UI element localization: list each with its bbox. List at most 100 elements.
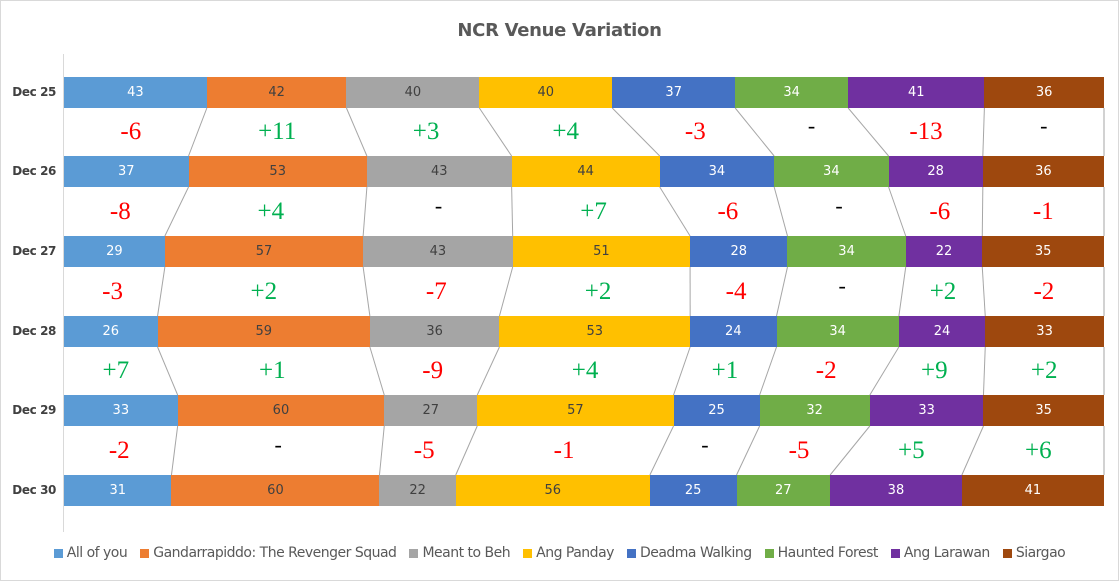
bar-segment[interactable]: 51: [512, 236, 691, 267]
bar-segment[interactable]: 42: [206, 77, 347, 108]
legend-swatch-icon: [1002, 548, 1012, 558]
bar-segment[interactable]: 22: [905, 236, 983, 267]
variation-label: -: [838, 272, 846, 298]
variation-label: -: [434, 192, 443, 218]
bar-segment[interactable]: 34: [774, 156, 889, 187]
legend-label: All of you: [66, 545, 128, 561]
legend-item[interactable]: Haunted Forest: [764, 545, 878, 561]
bar-segment[interactable]: 32: [759, 395, 870, 426]
bar-segment[interactable]: 44: [511, 156, 660, 187]
bar-segment[interactable]: 36: [984, 77, 1104, 108]
legend-swatch-icon: [53, 548, 63, 558]
bar-segment[interactable]: 34: [659, 156, 775, 187]
legend-item[interactable]: Ang Larawan: [890, 545, 990, 561]
bar-segment[interactable]: 34: [735, 77, 849, 108]
bar-segment[interactable]: 41: [848, 77, 985, 108]
variation-label: -9: [422, 357, 444, 384]
bar-row: 37 53 43 44 34 34 28 36: [64, 156, 1104, 187]
bar-segment[interactable]: 40: [346, 77, 480, 108]
category-label: Dec 27: [12, 244, 56, 258]
legend-swatch-icon: [140, 548, 150, 558]
bar-segment[interactable]: 27: [736, 475, 831, 506]
bar-segment[interactable]: 24: [690, 316, 777, 347]
variation-label: -2: [815, 357, 837, 384]
bar-row: 33 60 27 57 25 32 33 35: [64, 395, 1104, 426]
legend: All of you Gandarrapiddo: The Revenger Sq…: [0, 545, 1119, 561]
variation-label: -: [701, 431, 709, 457]
bar-segment[interactable]: 24: [898, 316, 986, 347]
bar-segment[interactable]: 43: [363, 236, 513, 267]
bar-segment[interactable]: 38: [830, 475, 962, 506]
bar-segment[interactable]: 53: [188, 156, 367, 187]
legend-item[interactable]: All of you: [53, 545, 128, 561]
bar-segment[interactable]: 29: [64, 236, 165, 267]
variation-label: -: [1040, 113, 1048, 138]
variation-label: +9: [921, 357, 948, 384]
legend-item[interactable]: Gandarrapiddo: The Revenger Squad: [140, 545, 397, 561]
variation-label: +2: [1030, 357, 1058, 384]
bar-segment[interactable]: 56: [455, 475, 650, 506]
bar-row: 31 60 22 56 25 27 38 41: [64, 475, 1104, 506]
legend-label: Meant to Beh: [422, 545, 511, 561]
bar-segment[interactable]: 60: [177, 395, 385, 426]
bar-segment[interactable]: 43: [366, 156, 512, 187]
bar-segment[interactable]: 37: [64, 156, 189, 187]
legend-item[interactable]: Siargao: [1002, 545, 1066, 561]
bar-segment[interactable]: 22: [379, 475, 456, 506]
variation-label: +7: [102, 357, 130, 384]
bar-segment[interactable]: 25: [673, 395, 760, 426]
bar-segment[interactable]: 34: [787, 236, 906, 267]
bar-segment[interactable]: 53: [499, 316, 691, 347]
variation-label: +2: [250, 277, 278, 305]
variation-label: +5: [898, 436, 925, 464]
bar-segment[interactable]: 57: [477, 395, 674, 426]
variation-label: +11: [258, 118, 297, 145]
bar-segment[interactable]: 31: [64, 475, 172, 506]
category-label: Dec 28: [12, 324, 56, 338]
bar-segment[interactable]: 33: [985, 316, 1104, 347]
variation-label: +4: [257, 197, 285, 225]
legend-swatch-icon: [409, 548, 419, 558]
variation-label: -: [274, 431, 282, 457]
legend-item[interactable]: Meant to Beh: [409, 545, 511, 561]
bar-segment[interactable]: 43: [64, 77, 207, 108]
bar-segment[interactable]: 60: [171, 475, 380, 506]
variation-label: +1: [711, 357, 739, 384]
bar-segment[interactable]: 27: [384, 395, 478, 426]
variation-label: +6: [1025, 436, 1052, 464]
legend-label: Gandarrapiddo: The Revenger Squad: [153, 545, 397, 561]
variation-label: -5: [413, 436, 435, 464]
variation-label: -1: [1032, 197, 1054, 225]
variation-label: -: [807, 113, 816, 138]
variation-label: +3: [412, 118, 440, 145]
legend-item[interactable]: Deadma Walking: [626, 545, 752, 561]
bar-segment[interactable]: 25: [649, 475, 737, 506]
bar-segment[interactable]: 40: [479, 77, 613, 108]
bar-segment[interactable]: 41: [961, 475, 1104, 506]
bar-segment[interactable]: 36: [369, 316, 500, 347]
variation-label: -2: [108, 436, 130, 464]
variation-label: +7: [580, 197, 607, 225]
category-label: Dec 30: [12, 483, 56, 497]
bar-segment[interactable]: 59: [157, 316, 370, 347]
variation-label: -7: [425, 277, 447, 305]
bar-segment[interactable]: 37: [612, 77, 736, 108]
legend-item[interactable]: Ang Panday: [523, 545, 614, 561]
variation-label: -3: [684, 118, 706, 145]
legend-label: Ang Panday: [536, 545, 614, 561]
bar-segment[interactable]: 57: [164, 236, 364, 267]
bar-segment[interactable]: 28: [690, 236, 788, 267]
variation-label: -5: [788, 436, 810, 464]
bar-segment[interactable]: 34: [776, 316, 899, 347]
bar-segment[interactable]: 28: [888, 156, 983, 187]
bar-row: 26 59 36 53 24 34 24 33: [64, 316, 1104, 347]
legend-swatch-icon: [890, 548, 900, 558]
bar-segment[interactable]: 35: [982, 236, 1104, 267]
bar-segment[interactable]: 36: [982, 156, 1104, 187]
bar-segment[interactable]: 33: [869, 395, 984, 426]
bar-segment[interactable]: 26: [64, 316, 158, 347]
variation-label: +1: [259, 357, 286, 384]
category-label: Dec 25: [12, 85, 56, 99]
bar-segment[interactable]: 33: [64, 395, 178, 426]
bar-segment[interactable]: 35: [983, 395, 1104, 426]
